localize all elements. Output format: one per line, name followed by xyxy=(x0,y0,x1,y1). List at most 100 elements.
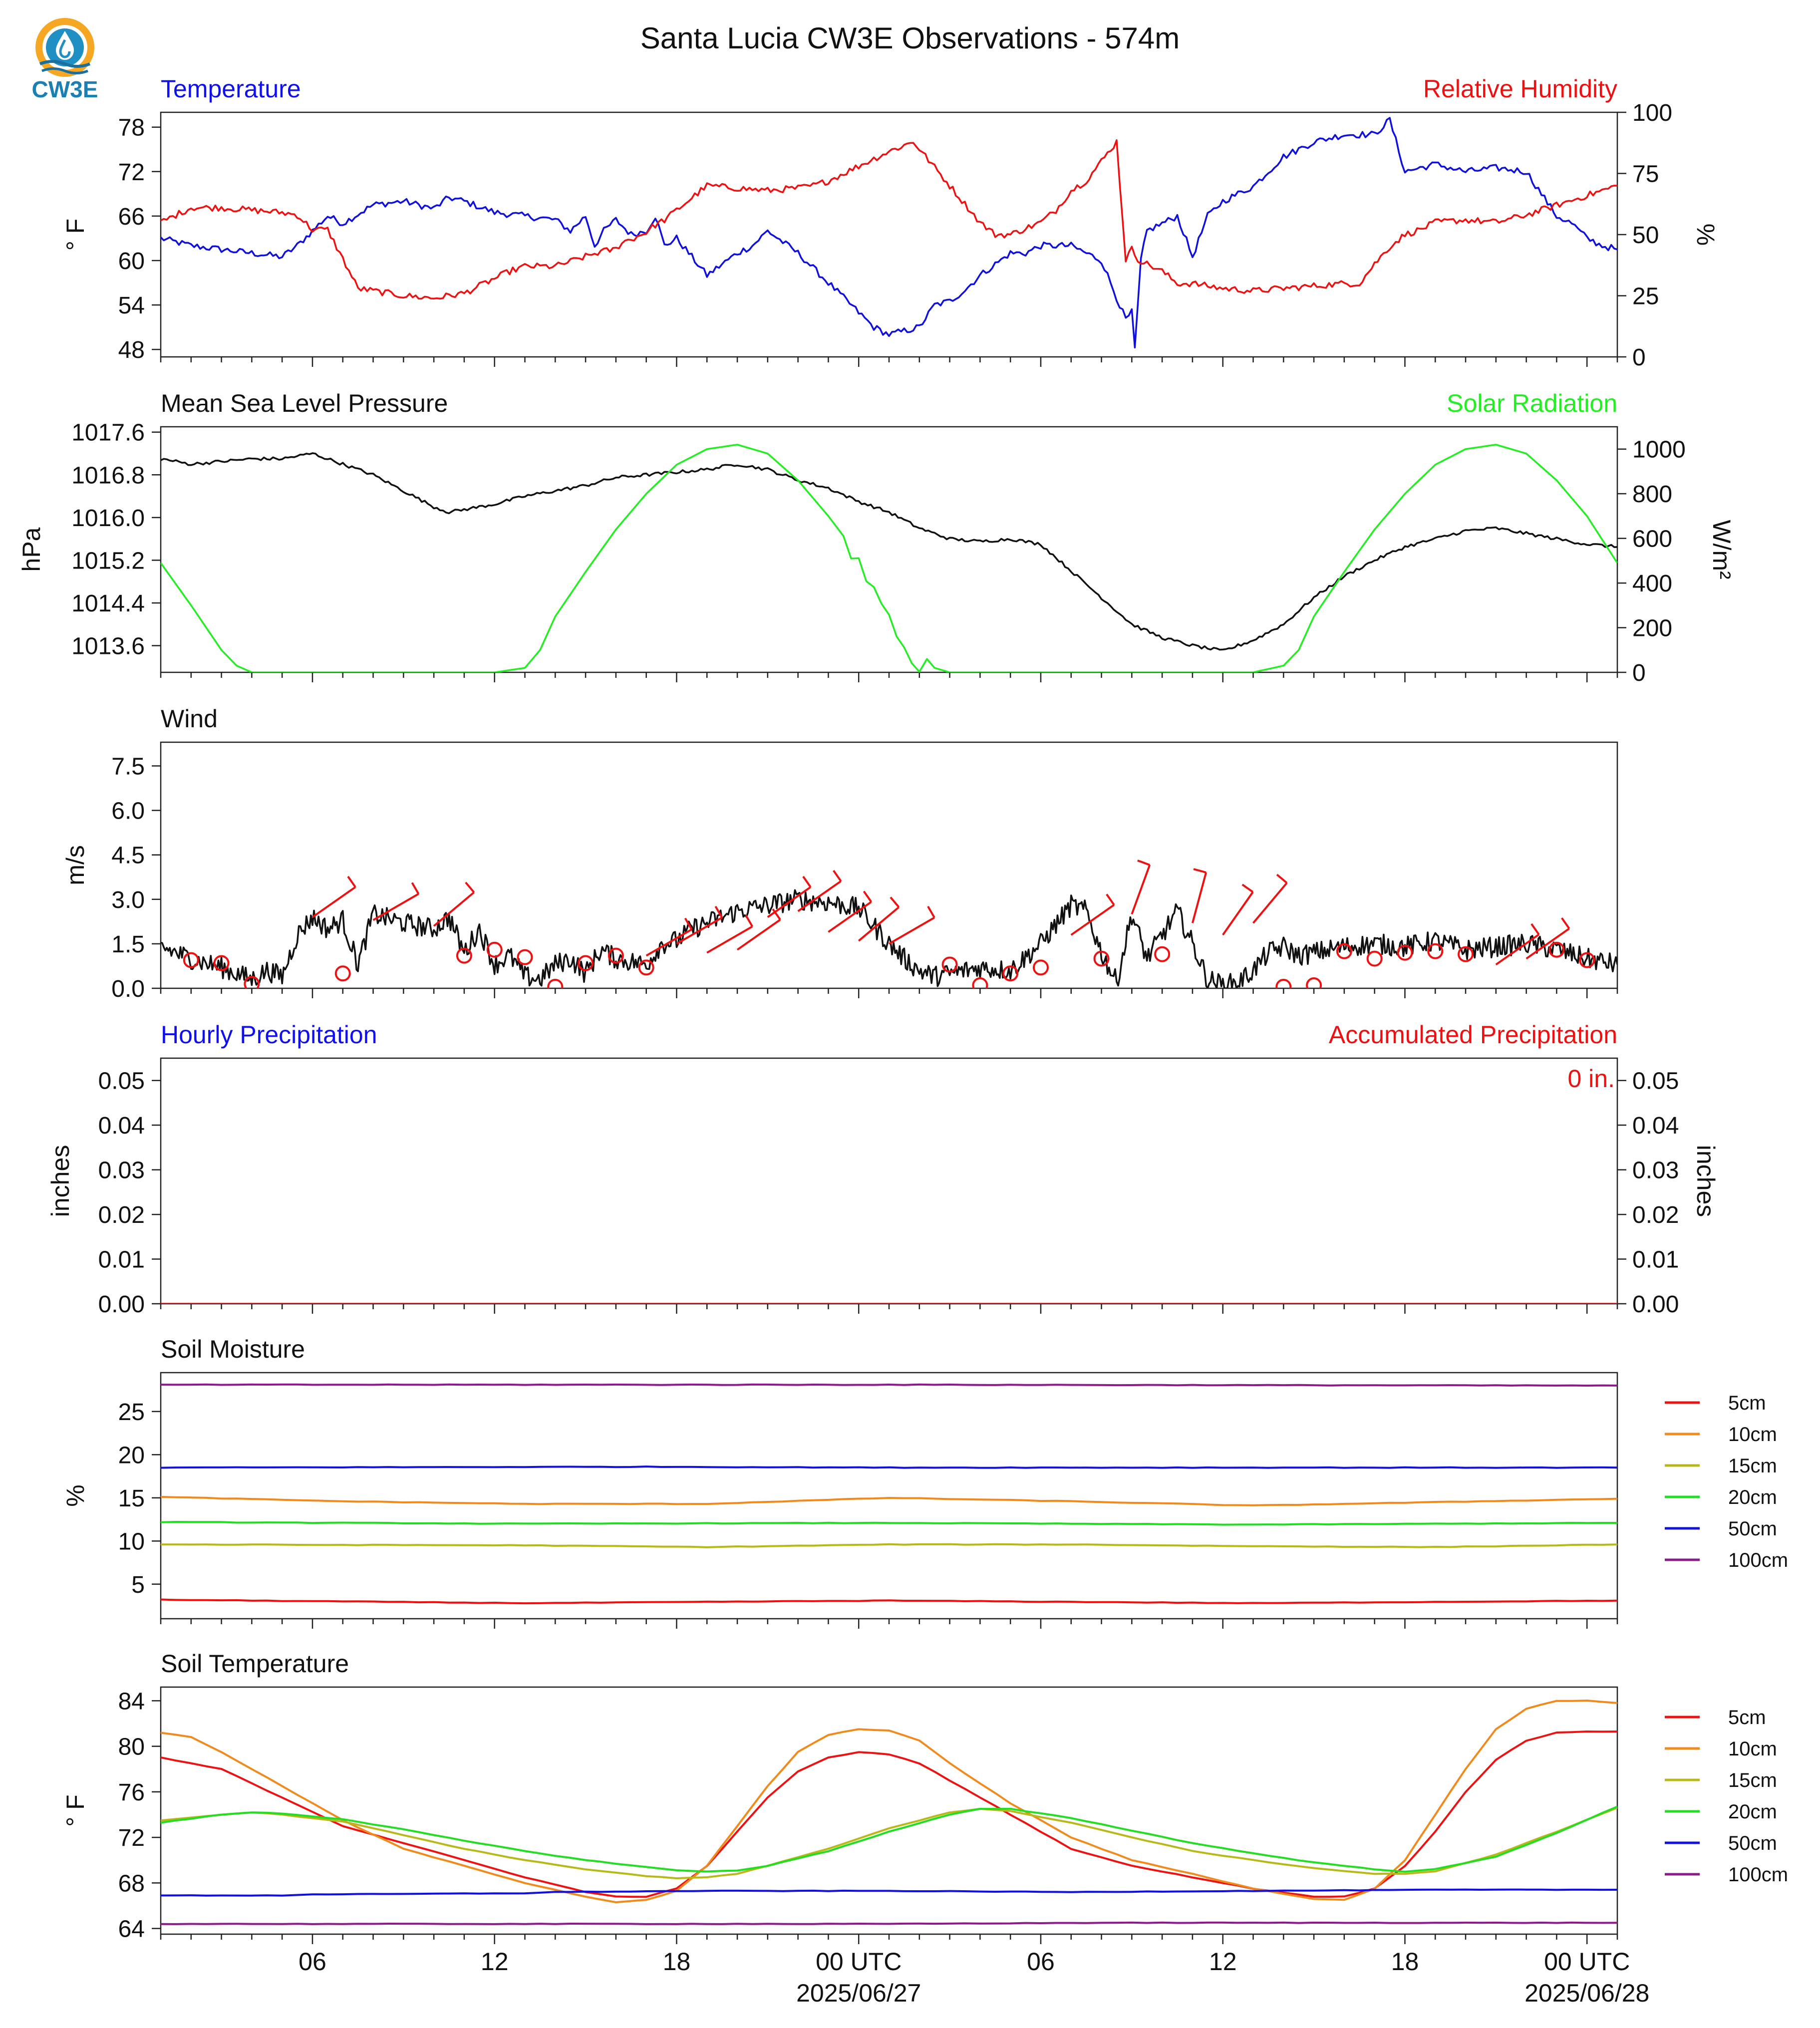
x-date-label: 2025/06/28 xyxy=(1524,1979,1649,2007)
wind-barb xyxy=(1222,891,1254,936)
wind-barb-flag xyxy=(1193,868,1207,873)
soil_moisture-series-100cm xyxy=(161,1383,1617,1387)
calm-wind-circle xyxy=(1427,943,1444,959)
wind-barb-flag xyxy=(772,908,781,920)
soil_temperature-series-10cm xyxy=(161,1700,1617,1904)
calm-wind-circle xyxy=(1548,941,1565,958)
soil_moisture-title: Soil Moisture xyxy=(161,1335,305,1363)
y-tick-label: 72 xyxy=(118,159,145,186)
wind-barb xyxy=(433,891,475,927)
wind-barb xyxy=(1131,865,1151,915)
y-tick-label: 25 xyxy=(118,1399,145,1426)
y-tick-label: 64 xyxy=(118,1916,145,1943)
y-tick-label-right: 800 xyxy=(1632,481,1672,508)
calm-wind-circle xyxy=(456,947,472,964)
calm-wind-circle xyxy=(1336,943,1352,959)
y-tick-label: 0.05 xyxy=(98,1068,145,1095)
y-tick-label: 1013.6 xyxy=(71,633,145,660)
y-tick-label: 84 xyxy=(118,1688,145,1715)
soil_moisture-series-15cm xyxy=(161,1543,1617,1548)
x-tick-label: 06 xyxy=(1027,1948,1055,1976)
y-tick-label: 20 xyxy=(118,1442,145,1468)
y-tick-label-right: 0.00 xyxy=(1632,1291,1679,1318)
wind-plot-area xyxy=(161,860,1617,988)
legend-label: 15cm xyxy=(1728,1455,1777,1477)
pressure-right-title: Solar Radiation xyxy=(1447,389,1617,417)
x-axis-labels: 06 12 18 00 UTC 06 12 18 00 UTC 2025/06/27 2025/0… xyxy=(299,1948,1649,2007)
x-date-label: 2025/06/27 xyxy=(796,1979,921,2007)
calm-wind-circle xyxy=(1579,952,1595,968)
legend-label: 20cm xyxy=(1728,1486,1777,1508)
calm-wind-circle xyxy=(1032,959,1049,976)
y-tick-label: 80 xyxy=(118,1734,145,1760)
calm-wind-circle xyxy=(1397,944,1413,961)
pressure-title: Mean Sea Level Pressure xyxy=(161,389,448,417)
pressure-ylabel-right: W/m² xyxy=(1708,520,1736,579)
wind-panel: Wind 0.0 1.5 3.0 4.5 6.0 7.5 m/s xyxy=(61,705,1618,1002)
wind-barb-flag xyxy=(1530,923,1540,935)
calm-wind-circle xyxy=(578,955,594,971)
y-tick-label: 5 xyxy=(131,1572,145,1598)
wind-barb xyxy=(858,906,900,942)
soil_moisture-panel: Soil Moisture 5 10 15 20 25% 5cm 10cm 15cm 20cm 50… xyxy=(61,1335,1788,1629)
chart-panels: Temperature Relative Humidity 48 54 60 66 72 78… xyxy=(17,75,1788,2007)
wind-barb-flag xyxy=(890,896,900,908)
y-tick-label: 0.03 xyxy=(98,1158,145,1184)
soil_temperature-series-15cm xyxy=(161,1806,1617,1880)
y-tick-label: 0.04 xyxy=(98,1113,145,1139)
temperature-title: Temperature xyxy=(161,75,301,103)
y-tick-label-right: 0 xyxy=(1632,344,1646,371)
wind-barb-flag xyxy=(684,917,693,930)
y-tick-label: 10 xyxy=(118,1528,145,1555)
soil_temperature-panel: Soil Temperature 64 68 72 76 80 84 ° F 5cm 10cm 15… xyxy=(61,1650,1788,1944)
y-tick-label: 72 xyxy=(118,1825,145,1851)
y-tick-label-right: 50 xyxy=(1632,222,1659,249)
precipitation-panel: Hourly Precipitation Accumulated Precipit… xyxy=(46,1021,1720,1318)
legend-label: 5cm xyxy=(1728,1707,1766,1729)
y-tick-label: 6.0 xyxy=(111,798,145,825)
soil_moisture-series-50cm xyxy=(161,1465,1617,1469)
wind-barb-flag xyxy=(863,890,873,903)
temperature-plot-area xyxy=(161,117,1617,348)
y-tick-label-right: 600 xyxy=(1632,526,1672,553)
wind-barb xyxy=(888,916,935,945)
y-tick-label: 1017.6 xyxy=(71,420,145,446)
y-tick-label-right: 0.04 xyxy=(1632,1113,1679,1139)
calm-wind-circle xyxy=(1458,946,1474,962)
wind-barb-flag xyxy=(714,905,723,918)
y-tick-label: 15 xyxy=(118,1485,145,1512)
y-tick-label: 60 xyxy=(118,248,145,275)
y-tick-label: 0.02 xyxy=(98,1202,145,1228)
calm-wind-circle xyxy=(244,976,260,988)
wind-series-0 xyxy=(161,889,1617,988)
wind-barb xyxy=(828,901,872,933)
temperature-series-0 xyxy=(161,117,1617,348)
temperature-panel: Temperature Relative Humidity 48 54 60 66 72 78… xyxy=(61,75,1720,371)
calm-wind-circle xyxy=(517,949,533,965)
logo-text: CW3E xyxy=(32,76,98,102)
y-tick-label-right: 1000 xyxy=(1632,437,1686,463)
wind-barb-flag xyxy=(347,875,356,888)
wind-barb-flag xyxy=(1137,860,1150,866)
y-tick-label: 1016.8 xyxy=(71,462,145,489)
calm-wind-circle xyxy=(1306,977,1322,988)
y-tick-label-right: 0.02 xyxy=(1632,1202,1679,1228)
wind-barb xyxy=(1525,927,1570,960)
calm-wind-circle xyxy=(1275,979,1292,988)
pressure-ylabel: hPa xyxy=(17,527,45,572)
wind-barb xyxy=(1191,872,1208,923)
wind-barb-flag xyxy=(927,905,935,918)
calm-wind-circle xyxy=(1366,950,1383,967)
precipitation-annotation: 0 in. xyxy=(1567,1065,1615,1093)
wind-barb xyxy=(736,918,781,951)
wind-barb-flag xyxy=(1276,873,1288,884)
y-tick-label-right: 0.01 xyxy=(1632,1247,1679,1273)
y-tick-label: 0.00 xyxy=(98,1291,145,1318)
precipitation-right-title: Accumulated Precipitation xyxy=(1329,1021,1617,1049)
wind-barb xyxy=(1495,933,1539,966)
y-tick-label-right: 400 xyxy=(1632,571,1672,597)
wind-barb-flag xyxy=(833,869,842,882)
precipitation-ylabel: inches xyxy=(46,1145,74,1217)
x-tick-label: 00 UTC xyxy=(1544,1948,1630,1976)
wind-barb-flag xyxy=(411,882,420,894)
